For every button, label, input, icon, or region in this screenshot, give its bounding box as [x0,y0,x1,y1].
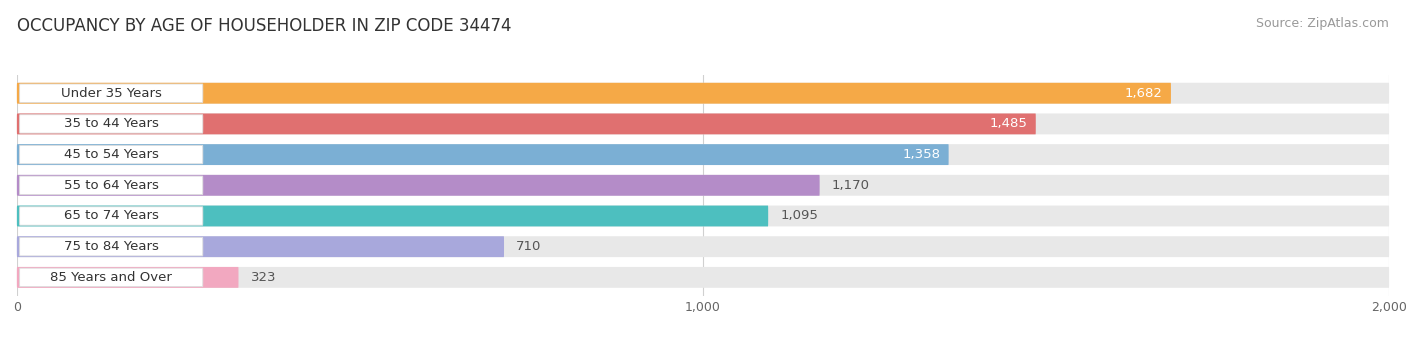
FancyBboxPatch shape [17,236,1389,257]
Text: 1,485: 1,485 [990,117,1028,131]
FancyBboxPatch shape [20,176,202,194]
FancyBboxPatch shape [17,83,1389,104]
FancyBboxPatch shape [17,175,1389,196]
FancyBboxPatch shape [20,268,202,287]
FancyBboxPatch shape [17,206,768,226]
FancyBboxPatch shape [17,236,503,257]
Text: 1,095: 1,095 [780,209,818,222]
FancyBboxPatch shape [17,83,1171,104]
Text: 75 to 84 Years: 75 to 84 Years [63,240,159,253]
FancyBboxPatch shape [17,267,1389,288]
FancyBboxPatch shape [20,146,202,164]
Text: Source: ZipAtlas.com: Source: ZipAtlas.com [1256,17,1389,30]
FancyBboxPatch shape [17,206,1389,226]
FancyBboxPatch shape [20,115,202,133]
FancyBboxPatch shape [17,175,820,196]
Text: 45 to 54 Years: 45 to 54 Years [63,148,159,161]
FancyBboxPatch shape [17,144,949,165]
Text: 323: 323 [250,271,277,284]
FancyBboxPatch shape [17,267,239,288]
FancyBboxPatch shape [17,144,1389,165]
Text: 85 Years and Over: 85 Years and Over [51,271,172,284]
FancyBboxPatch shape [17,114,1036,134]
Text: 1,170: 1,170 [832,179,870,192]
Text: 35 to 44 Years: 35 to 44 Years [63,117,159,131]
FancyBboxPatch shape [20,207,202,225]
FancyBboxPatch shape [20,84,202,102]
Text: Under 35 Years: Under 35 Years [60,87,162,100]
Text: 55 to 64 Years: 55 to 64 Years [63,179,159,192]
Text: 65 to 74 Years: 65 to 74 Years [63,209,159,222]
FancyBboxPatch shape [17,114,1389,134]
Text: 1,682: 1,682 [1125,87,1163,100]
Text: OCCUPANCY BY AGE OF HOUSEHOLDER IN ZIP CODE 34474: OCCUPANCY BY AGE OF HOUSEHOLDER IN ZIP C… [17,17,512,35]
FancyBboxPatch shape [20,237,202,256]
Text: 1,358: 1,358 [903,148,941,161]
Text: 710: 710 [516,240,541,253]
